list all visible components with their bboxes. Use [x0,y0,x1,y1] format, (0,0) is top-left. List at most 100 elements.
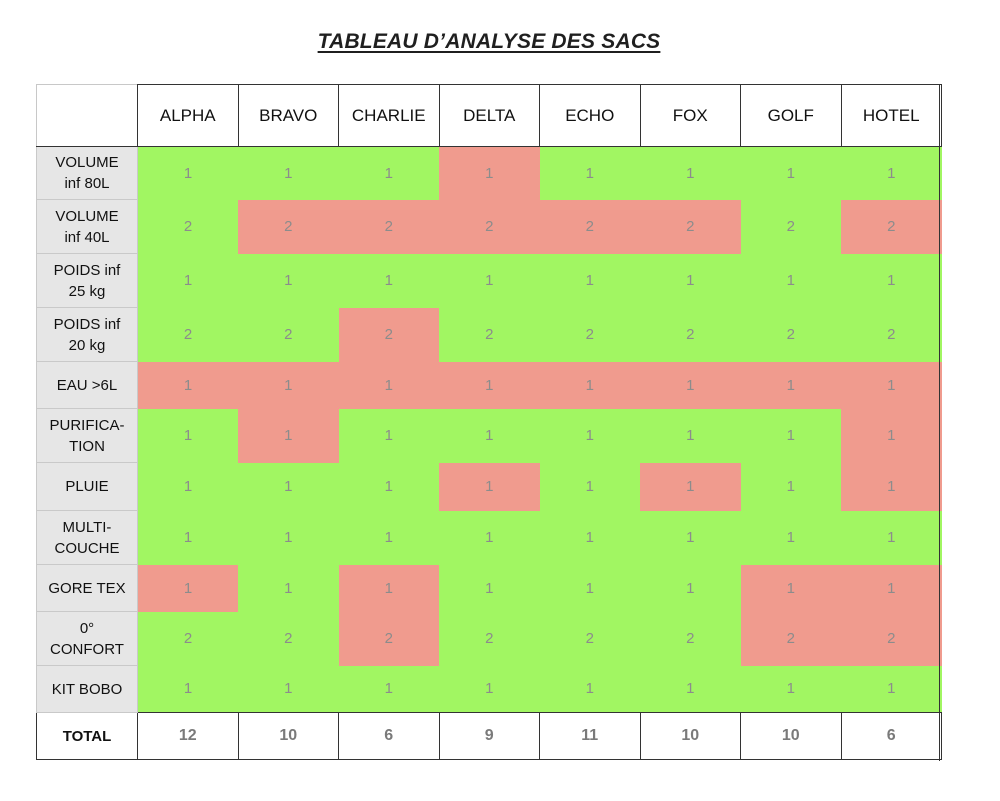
score-cell-echo: 1 [539,253,640,308]
score-cell-delta: 1 [439,462,540,511]
score-cell-delta: 1 [439,510,540,565]
score-cell-fox: 1 [640,462,741,511]
criteria-row: 0° CONFORT 2 2 2 2 2 2 2 2 [36,611,942,666]
score-cell-hotel: 2 [841,199,942,254]
score-cell-hotel: 1 [841,253,942,308]
score-cell-echo: 2 [539,307,640,362]
row-label: POIDS inf 25 kg [36,253,138,308]
score-cell-bravo: 2 [238,199,339,254]
total-row: TOTAL 12 10 6 9 11 10 10 6 [36,712,942,760]
score-cell-hotel: 1 [841,510,942,565]
total-value-alpha: 12 [137,712,239,760]
corner-cell [36,84,138,147]
row-label-line: POIDS inf [53,315,121,333]
total-value-delta: 9 [438,712,540,760]
score-cell-golf: 1 [740,253,841,308]
column-header-bravo: BRAVO [237,84,339,147]
score-cell-alpha: 1 [137,146,238,200]
column-header-echo: ECHO [539,84,641,147]
score-cell-golf: 2 [740,199,841,254]
score-cell-golf: 1 [740,408,841,463]
score-cell-echo: 1 [539,408,640,463]
score-cell-hotel: 2 [841,307,942,362]
score-cell-hotel: 2 [841,611,942,666]
row-label-line: VOLUME [55,207,119,225]
score-cell-delta: 1 [439,665,540,713]
column-header-delta: DELTA [438,84,540,147]
criteria-row: PURIFICA- TION 1 1 1 1 1 1 1 1 [36,408,942,463]
score-cell-echo: 1 [539,665,640,713]
row-label: EAU >6L [36,361,138,409]
row-label: POIDS inf 20 kg [36,307,138,362]
score-cell-charlie: 1 [338,361,439,409]
row-label-line: 0° [79,619,95,637]
score-cell-fox: 1 [640,665,741,713]
row-label-line: POIDS inf [53,261,121,279]
score-cell-fox: 1 [640,361,741,409]
score-cell-golf: 2 [740,611,841,666]
row-label-line: EAU >6L [56,376,118,394]
row-label-line: MULTI- [62,518,112,536]
score-cell-golf: 1 [740,462,841,511]
row-label-line: PLUIE [65,478,109,495]
score-cell-charlie: 2 [338,199,439,254]
total-value-golf: 10 [740,712,842,760]
criteria-row: KIT BOBO 1 1 1 1 1 1 1 1 [36,665,942,713]
row-label: VOLUME inf 80L [36,146,138,200]
score-cell-fox: 1 [640,510,741,565]
score-cell-delta: 1 [439,146,540,200]
row-label: KIT BOBO [36,665,138,713]
criteria-row: GORE TEX 1 1 1 1 1 1 1 1 [36,564,942,612]
score-cell-delta: 1 [439,408,540,463]
criteria-row: POIDS inf 20 kg 2 2 2 2 2 2 2 2 [36,307,942,362]
score-cell-hotel: 1 [841,146,942,200]
score-cell-fox: 1 [640,408,741,463]
score-cell-echo: 2 [539,199,640,254]
score-cell-echo: 1 [539,510,640,565]
column-header-golf: GOLF [740,84,842,147]
score-cell-charlie: 2 [338,307,439,362]
score-cell-golf: 1 [740,146,841,200]
score-cell-alpha: 1 [137,361,238,409]
row-label-line: CONFORT [50,640,124,658]
score-cell-echo: 1 [539,146,640,200]
row-label-line: PURIFICA- [49,416,125,434]
total-value-echo: 11 [539,712,641,760]
row-label-line: 20 kg [68,336,106,354]
score-cell-delta: 2 [439,307,540,362]
criteria-row: POIDS inf 25 kg 1 1 1 1 1 1 1 1 [36,253,942,308]
total-value-hotel: 6 [840,712,942,760]
score-cell-golf: 1 [740,564,841,612]
column-header-fox: FOX [639,84,741,147]
score-cell-golf: 1 [740,510,841,565]
score-cell-bravo: 2 [238,611,339,666]
score-cell-charlie: 2 [338,611,439,666]
criteria-row: VOLUME inf 40L 2 2 2 2 2 2 2 2 [36,199,942,254]
score-cell-bravo: 1 [238,408,339,463]
row-label-line: GORE TEX [48,579,126,597]
score-cell-delta: 1 [439,564,540,612]
score-cell-echo: 1 [539,462,640,511]
criteria-row: PLUIE 1 1 1 1 1 1 1 1 [36,462,942,511]
score-cell-fox: 1 [640,564,741,612]
score-cell-alpha: 1 [137,665,238,713]
score-cell-echo: 2 [539,611,640,666]
score-cell-alpha: 2 [137,611,238,666]
row-label-line: COUCHE [54,539,120,557]
total-value-bravo: 10 [237,712,339,760]
score-cell-alpha: 1 [137,564,238,612]
row-label-line: TION [69,437,105,455]
score-cell-alpha: 1 [137,408,238,463]
score-cell-charlie: 1 [338,510,439,565]
score-cell-hotel: 1 [841,408,942,463]
row-label: PURIFICA- TION [36,408,138,463]
score-cell-delta: 2 [439,611,540,666]
score-cell-golf: 1 [740,665,841,713]
score-cell-echo: 1 [539,564,640,612]
row-label: MULTI- COUCHE [36,510,138,565]
score-cell-alpha: 2 [137,199,238,254]
score-cell-charlie: 1 [338,146,439,200]
score-cell-golf: 1 [740,361,841,409]
criteria-rows: VOLUME inf 80L 1 1 1 1 1 1 1 1 VOLUME inf 40L 2 2 2 2 2 2… [36,146,942,713]
row-label-line: VOLUME [55,154,119,171]
